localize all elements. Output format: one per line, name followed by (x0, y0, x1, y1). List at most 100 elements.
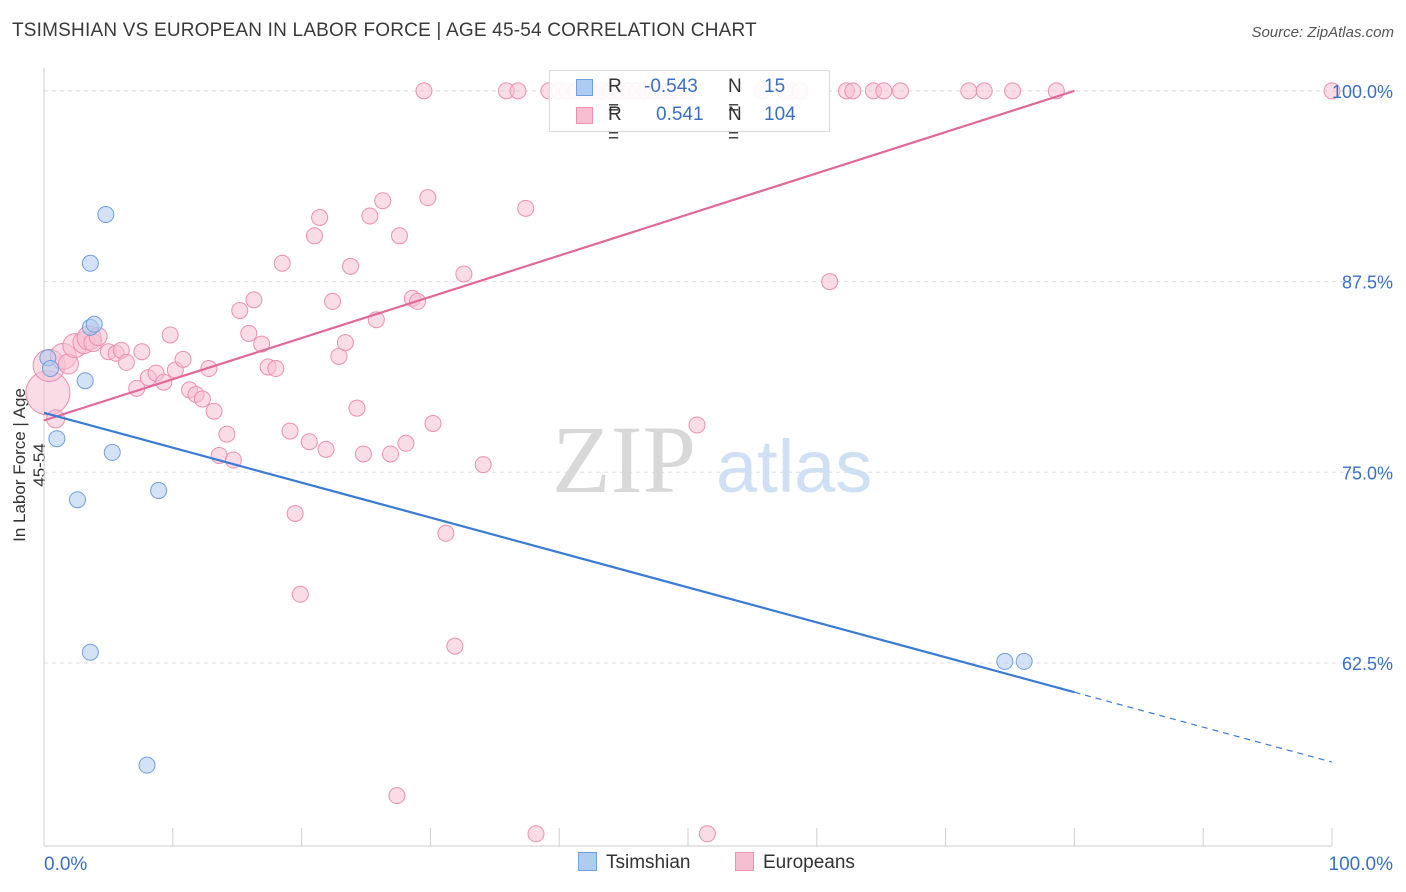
tsimshian-point (85, 315, 103, 333)
europeans-point (330, 347, 348, 365)
bottom-legend-swatch-blue (578, 852, 597, 871)
europeans-point (240, 324, 258, 342)
europeans-point (324, 292, 342, 310)
europeans-point (688, 416, 706, 434)
bottom-legend-europeans: Europeans (735, 852, 855, 874)
tsimshian-trend-line-dashed (1074, 691, 1333, 763)
tsimshian-trend-line-solid (43, 411, 1075, 694)
grid-lines (44, 90, 1392, 664)
europeans-point (117, 353, 135, 371)
legend-n-label: N = (728, 76, 742, 119)
europeans-point (388, 787, 406, 805)
legend-n-label: N = (728, 104, 742, 147)
europeans-point (517, 199, 535, 217)
europeans-point (875, 82, 893, 100)
tsimshian-point (68, 491, 86, 509)
europeans-point (975, 82, 993, 100)
europeans-trend-line-solid (43, 89, 1075, 422)
legend-swatch-pink (576, 107, 593, 124)
europeans-point (161, 326, 179, 344)
europeans-point (291, 585, 309, 603)
europeans-point (892, 82, 910, 100)
europeans-point (286, 504, 304, 522)
europeans-point (509, 82, 527, 100)
legend-n-value: 15 (764, 76, 786, 97)
europeans-point (419, 189, 437, 207)
europeans-point (193, 390, 211, 408)
bottom-legend-label: Europeans (763, 852, 855, 873)
tsimshian-points (39, 205, 1033, 774)
europeans-point (133, 343, 151, 361)
europeans-point (446, 637, 464, 655)
legend-r-value: 0.541 (656, 104, 704, 125)
source-credit: Source: ZipAtlas.com (1251, 24, 1394, 41)
tsimshian-point (97, 205, 115, 223)
y-tick-label: 100.0% (1332, 82, 1393, 102)
legend-swatch-blue (576, 79, 593, 96)
europeans-point (311, 208, 329, 226)
legend-r-label: R = (608, 104, 622, 147)
europeans-point (267, 360, 285, 378)
stats-legend: R = -0.543 N = 15 R = 0.541 N = 104 (549, 70, 830, 147)
tsimshian-point (1015, 652, 1033, 670)
europeans-point (397, 434, 415, 452)
legend-r-value: -0.543 (644, 76, 698, 97)
europeans-point (698, 825, 716, 843)
x-ticks (43, 828, 1333, 846)
legend-n-value: 104 (764, 104, 796, 125)
x-tick-label-max: 100.0% (1329, 854, 1394, 875)
trend-lines (43, 89, 1333, 763)
europeans-point (374, 192, 392, 210)
chart-title: TSIMSHIAN VS EUROPEAN IN LABOR FORCE | A… (12, 20, 757, 41)
y-tick-label: 87.5% (1342, 273, 1393, 293)
europeans-point (300, 433, 318, 451)
europeans-point (253, 335, 271, 353)
watermark-atlas: atlas (716, 425, 872, 508)
europeans-point (305, 227, 323, 245)
europeans-point (245, 291, 263, 309)
europeans-point (844, 82, 862, 100)
europeans-point (1323, 82, 1341, 100)
europeans-point (273, 254, 291, 272)
tsimshian-point (41, 360, 59, 378)
europeans-point (336, 334, 354, 352)
tsimshian-point (81, 643, 99, 661)
europeans-point (437, 524, 455, 542)
bottom-legend-tsimshian: Tsimshian (578, 852, 690, 874)
x-tick-label-min: 0.0% (44, 854, 87, 875)
watermark-zip: ZIP (552, 406, 696, 513)
europeans-point (474, 456, 492, 474)
europeans-point (381, 445, 399, 463)
europeans-point (342, 257, 360, 275)
europeans-point (390, 227, 408, 245)
tsimshian-point (48, 430, 66, 448)
europeans-point (231, 302, 249, 320)
legend-r-label: R = (608, 76, 622, 119)
europeans-point (205, 402, 223, 420)
europeans-point (281, 422, 299, 440)
europeans-point (424, 414, 442, 432)
y-tick-labels: 62.5% 75.0% 87.5% 100.0% (1332, 82, 1393, 674)
europeans-point (415, 82, 433, 100)
europeans-point (455, 265, 473, 283)
y-tick-label: 75.0% (1342, 463, 1393, 483)
tsimshian-point (103, 443, 121, 461)
europeans-point (317, 440, 335, 458)
europeans-point (361, 207, 379, 225)
europeans-point (218, 425, 236, 443)
tsimshian-point (150, 482, 168, 500)
europeans-point (348, 399, 366, 417)
y-tick-label: 62.5% (1342, 654, 1393, 674)
bottom-legend-label: Tsimshian (606, 852, 691, 873)
tsimshian-point (76, 372, 94, 390)
bottom-legend-swatch-pink (735, 852, 754, 871)
tsimshian-point (996, 652, 1014, 670)
europeans-point (527, 825, 545, 843)
europeans-point (354, 445, 372, 463)
tsimshian-point (138, 756, 156, 774)
europeans-point (821, 273, 839, 291)
europeans-point (960, 82, 978, 100)
tsimshian-point (81, 254, 99, 272)
europeans-point (174, 350, 192, 368)
